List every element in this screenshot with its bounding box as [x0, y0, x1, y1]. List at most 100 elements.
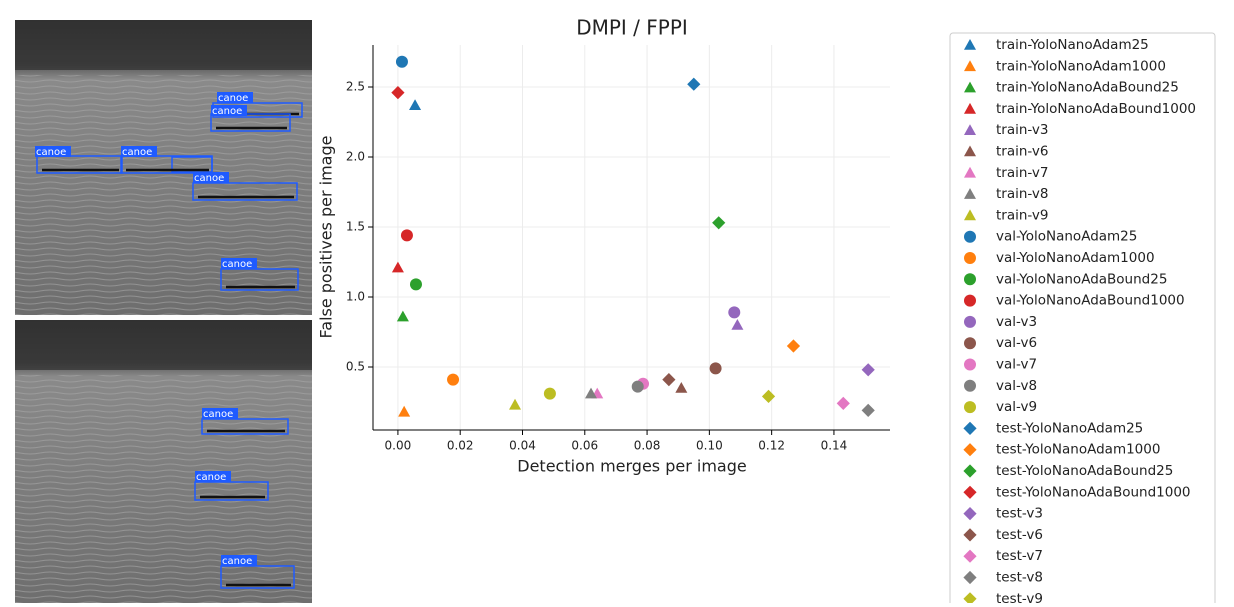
- legend-label: train-YoloNanoAdaBound25: [996, 80, 1179, 96]
- detection-label: canoe: [196, 472, 226, 483]
- y-tick-label: 0.5: [346, 360, 365, 374]
- detection-box: [194, 481, 269, 501]
- legend-label: test-v6: [996, 527, 1043, 543]
- detection-box: [201, 418, 289, 435]
- y-tick-label: 1.5: [346, 220, 365, 234]
- point: [396, 310, 409, 322]
- chart: DMPI / FPPI Detection merges per image F…: [317, 16, 890, 476]
- point: [391, 261, 404, 273]
- legend-marker: [964, 337, 976, 350]
- legend-marker: [964, 188, 976, 199]
- legend-marker: [963, 549, 977, 563]
- detection-tag: [211, 105, 247, 116]
- legend-label: train-YoloNanoAdam1000: [996, 58, 1166, 74]
- legend-label: train-v3: [996, 122, 1049, 138]
- detection-tag: [217, 92, 253, 103]
- point: [398, 405, 411, 417]
- detection-label: canoe: [203, 409, 233, 420]
- legend-marker: [963, 507, 977, 521]
- x-tick-label: 0.08: [634, 439, 661, 453]
- legend-frame: [949, 32, 1216, 607]
- legend-label: val-YoloNanoAdaBound25: [996, 271, 1167, 287]
- x-tick-label: 0.14: [821, 439, 848, 453]
- legend-label: test-v7: [996, 548, 1043, 564]
- detection-label: canoe: [218, 93, 248, 104]
- legend-marker: [963, 485, 977, 499]
- y-tick-label: 2.5: [346, 80, 365, 94]
- detection-label: canoe: [122, 147, 152, 158]
- point: [447, 373, 460, 386]
- photo-top: [15, 20, 312, 315]
- point: [861, 363, 875, 377]
- legend-marker: [963, 528, 977, 542]
- legend: train-YoloNanoAdam25 train-YoloNanoAdam10…: [949, 32, 1216, 607]
- detection-tag: [35, 146, 71, 157]
- legend-marker: [964, 81, 976, 93]
- legend-marker: [964, 401, 976, 414]
- point: [712, 216, 726, 230]
- detection-label: canoe: [222, 259, 252, 270]
- legend-label: test-v3: [996, 506, 1043, 522]
- x-axis-label: Detection merges per image: [517, 457, 746, 476]
- legend-label: test-YoloNanoAdaBound25: [996, 463, 1173, 479]
- y-axis-label: False positives per image: [317, 136, 336, 339]
- legend-label: train-v7: [996, 165, 1049, 181]
- detection-label: canoe: [36, 147, 66, 158]
- detection-tag: [221, 258, 257, 269]
- x-tick-label: 0.00: [385, 439, 412, 453]
- detection-box: [192, 182, 298, 201]
- legend-marker: [964, 358, 976, 371]
- legend-marker: [964, 124, 976, 135]
- point: [509, 398, 522, 410]
- legend-label: val-YoloNanoAdaBound1000: [996, 293, 1185, 309]
- detection-label: canoe: [194, 173, 224, 184]
- legend-marker: [964, 102, 976, 114]
- legend-label: test-YoloNanoAdaBound1000: [996, 484, 1191, 500]
- legend-label: train-v8: [996, 186, 1049, 202]
- x-tick-label: 0.04: [509, 439, 536, 453]
- legend-label: val-YoloNanoAdam1000: [996, 250, 1155, 266]
- legend-marker: [964, 273, 976, 286]
- legend-marker: [964, 379, 976, 392]
- legend-marker: [963, 464, 977, 478]
- point: [631, 380, 644, 393]
- chart-title: DMPI / FPPI: [576, 16, 688, 40]
- legend-label: train-v9: [996, 207, 1049, 223]
- detection-tag: [193, 172, 229, 183]
- point: [728, 306, 741, 319]
- detection-tag: [221, 555, 257, 566]
- legend-marker: [963, 443, 977, 457]
- legend-label: test-v9: [996, 591, 1043, 603]
- detection-box: [210, 113, 291, 132]
- detection-box: [220, 565, 295, 589]
- point: [861, 403, 875, 417]
- detection-tag: [121, 146, 157, 157]
- legend-label: test-v8: [996, 570, 1043, 586]
- legend-marker: [964, 230, 976, 243]
- legend-marker: [964, 60, 976, 72]
- point: [786, 339, 801, 353]
- legend-marker: [963, 592, 977, 606]
- point: [395, 55, 408, 68]
- point: [391, 86, 405, 100]
- legend-label: test-YoloNanoAdam25: [996, 420, 1143, 436]
- detection-tag: [195, 471, 231, 482]
- legend-label: train-YoloNanoAdam25: [996, 37, 1149, 53]
- point: [709, 362, 722, 375]
- legend-marker: [963, 421, 977, 435]
- point: [675, 382, 688, 393]
- x-tick-label: 0.02: [447, 439, 474, 453]
- x-tick-label: 0.06: [571, 439, 598, 453]
- point: [836, 396, 850, 410]
- photo-bottom: [15, 320, 312, 603]
- legend-marker: [964, 252, 976, 264]
- point: [409, 278, 422, 291]
- legend-label: val-v7: [996, 357, 1037, 373]
- legend-label: val-v3: [996, 314, 1037, 330]
- point: [543, 387, 556, 400]
- point: [585, 387, 598, 399]
- point: [662, 373, 676, 387]
- legend-label: test-YoloNanoAdam1000: [996, 442, 1160, 458]
- legend-label: val-v9: [996, 399, 1037, 415]
